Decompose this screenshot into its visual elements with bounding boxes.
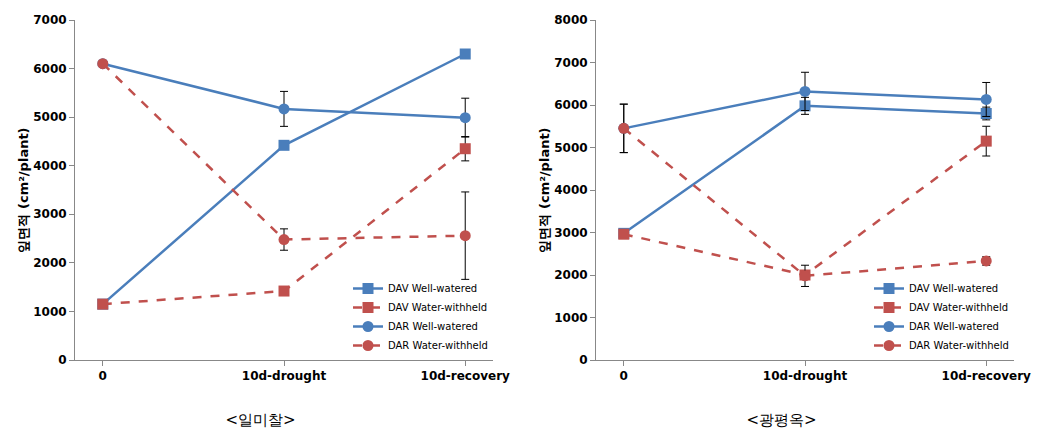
svg-text:DAV Well-watered: DAV Well-watered [388, 283, 477, 294]
svg-text:1000: 1000 [554, 311, 587, 325]
svg-text:잎면적 (cm²/plant): 잎면적 (cm²/plant) [16, 127, 31, 252]
svg-text:10d-drought: 10d-drought [242, 369, 327, 383]
svg-text:7000: 7000 [33, 13, 66, 27]
svg-text:2000: 2000 [554, 268, 587, 282]
svg-text:DAV Well-watered: DAV Well-watered [909, 283, 998, 294]
html-text:<광평옥>: <광평옥> [746, 411, 817, 429]
svg-text:5000: 5000 [554, 141, 587, 155]
svg-text:6000: 6000 [554, 98, 587, 112]
svg-text:DAV Water-withheld: DAV Water-withheld [388, 302, 487, 313]
svg-text:0: 0 [99, 369, 107, 383]
svg-text:4000: 4000 [554, 183, 587, 197]
svg-text:3000: 3000 [33, 207, 66, 221]
svg-text:4000: 4000 [33, 159, 66, 173]
svg-text:5000: 5000 [33, 110, 66, 124]
svg-text:1000: 1000 [33, 305, 66, 319]
svg-text:2000: 2000 [33, 256, 66, 270]
svg-text:0: 0 [620, 369, 628, 383]
svg-text:3000: 3000 [554, 226, 587, 240]
svg-text:0: 0 [579, 353, 587, 367]
svg-text:10d-recovery: 10d-recovery [421, 369, 511, 383]
svg-text:6000: 6000 [33, 62, 66, 76]
svg-text:10d-recovery: 10d-recovery [942, 369, 1032, 383]
svg-text:DAR Water-withheld: DAR Water-withheld [909, 340, 1009, 351]
svg-text:7000: 7000 [554, 56, 587, 70]
svg-text:8000: 8000 [554, 13, 587, 27]
svg-text:0: 0 [58, 353, 66, 367]
svg-text:DAV Water-withheld: DAV Water-withheld [909, 302, 1008, 313]
svg-text:잎면적 (cm²/plant): 잎면적 (cm²/plant) [537, 127, 552, 252]
svg-text:DAR Water-withheld: DAR Water-withheld [388, 340, 488, 351]
html-text:<일미찰>: <일미찰> [225, 411, 296, 429]
svg-text:DAR Well-watered: DAR Well-watered [388, 321, 478, 332]
svg-text:DAR Well-watered: DAR Well-watered [909, 321, 999, 332]
svg-text:10d-drought: 10d-drought [763, 369, 848, 383]
